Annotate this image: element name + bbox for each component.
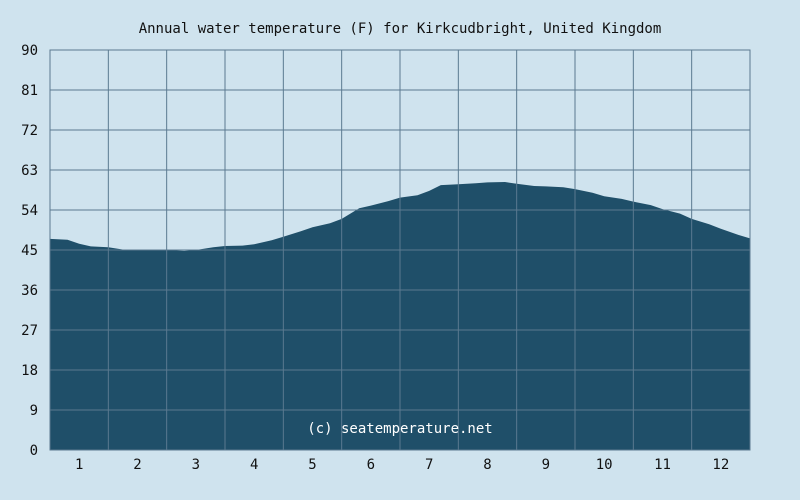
x-tick-labels: 1 2 3 4 5 6 7 8 9 10 11 12 xyxy=(75,457,729,473)
x-tick-label: 11 xyxy=(654,457,671,473)
y-tick-label: 0 xyxy=(30,443,38,459)
x-tick-label: 5 xyxy=(308,457,316,473)
x-tick-label: 4 xyxy=(250,457,258,473)
y-tick-label: 81 xyxy=(21,83,38,99)
y-tick-label: 36 xyxy=(21,283,38,299)
x-tick-label: 1 xyxy=(75,457,83,473)
chart-title: Annual water temperature (F) for Kirkcud… xyxy=(139,21,662,37)
x-tick-label: 6 xyxy=(367,457,375,473)
y-tick-label: 27 xyxy=(21,323,38,339)
y-tick-label: 72 xyxy=(21,123,38,139)
x-tick-label: 7 xyxy=(425,457,433,473)
plot-border xyxy=(49,49,751,451)
x-tick-label: 10 xyxy=(596,457,613,473)
x-tick-label: 9 xyxy=(542,457,550,473)
y-tick-label: 9 xyxy=(30,403,38,419)
y-tick-label: 18 xyxy=(21,363,38,379)
y-tick-labels: 0 9 18 27 36 45 54 63 72 81 90 xyxy=(21,43,38,459)
y-tick-label: 90 xyxy=(21,43,38,59)
x-tick-label: 8 xyxy=(483,457,491,473)
x-tick-label: 12 xyxy=(712,457,729,473)
x-tick-label: 2 xyxy=(133,457,141,473)
y-tick-label: 45 xyxy=(21,243,38,259)
x-tick-label: 3 xyxy=(192,457,200,473)
y-tick-label: 54 xyxy=(21,203,38,219)
watermark: (c) seatemperature.net xyxy=(307,421,492,437)
y-tick-label: 63 xyxy=(21,163,38,179)
